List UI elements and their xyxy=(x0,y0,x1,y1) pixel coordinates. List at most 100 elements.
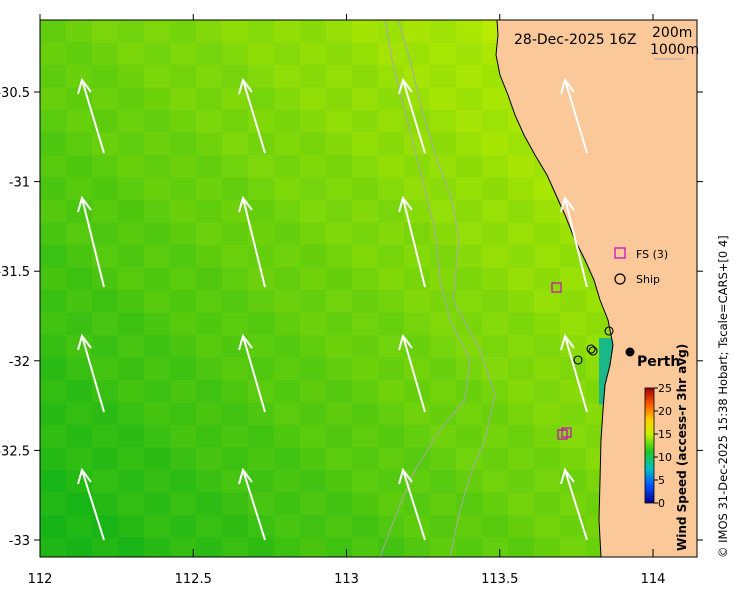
wind-grid-cell xyxy=(144,200,171,224)
wind-grid-cell xyxy=(508,357,535,381)
wind-grid-cell xyxy=(66,425,93,449)
wind-grid-cell xyxy=(430,222,457,246)
wind-grid-cell xyxy=(196,515,223,539)
y-tick-label: -31.5 xyxy=(0,265,30,280)
wind-grid-cell xyxy=(534,470,561,494)
wind-grid-cell xyxy=(326,177,353,201)
wind-grid-cell xyxy=(170,200,197,224)
wind-grid-cell xyxy=(300,20,327,44)
wind-grid-cell xyxy=(196,222,223,246)
wind-grid-cell xyxy=(456,470,483,494)
wind-grid-cell xyxy=(40,312,67,336)
wind-grid-cell xyxy=(482,200,509,224)
wind-grid-cell xyxy=(378,402,405,426)
wind-grid-cell xyxy=(196,357,223,381)
wind-grid-cell xyxy=(352,402,379,426)
colorbar-tick-label: 10 xyxy=(658,451,672,464)
wind-arrow-head xyxy=(398,195,413,213)
wind-grid-cell xyxy=(248,87,275,111)
wind-grid-cell xyxy=(92,357,119,381)
wind-grid-cell xyxy=(222,537,249,557)
fs-marker xyxy=(551,282,562,293)
wind-grid-cell xyxy=(326,155,353,179)
wind-grid-cell xyxy=(300,132,327,156)
wind-grid-cell xyxy=(378,222,405,246)
wind-grid-cell xyxy=(352,42,379,66)
wind-grid-cell xyxy=(274,447,301,471)
wind-grid-cell xyxy=(404,312,431,336)
wind-arrow xyxy=(81,79,105,154)
wind-grid-cell xyxy=(326,222,353,246)
wind-grid-cell xyxy=(248,447,275,471)
wind-grid-cell xyxy=(404,380,431,404)
wind-grid-cell xyxy=(300,515,327,539)
wind-grid-cell xyxy=(118,290,145,314)
colorbar-tick-label: 0 xyxy=(658,497,665,510)
wind-grid-cell xyxy=(456,267,483,291)
wind-arrow xyxy=(564,335,588,413)
ship-marker xyxy=(604,326,614,336)
wind-grid-cell xyxy=(40,380,67,404)
wind-grid-cell xyxy=(352,290,379,314)
wind-grid-cell xyxy=(66,20,93,44)
wind-arrow-head xyxy=(238,195,253,213)
wind-grid-cell xyxy=(92,267,119,291)
wind-grid-cell xyxy=(118,222,145,246)
wind-grid-cell xyxy=(378,335,405,359)
wind-grid-cell xyxy=(118,380,145,404)
wind-grid-cell xyxy=(508,447,535,471)
wind-grid-cell xyxy=(404,402,431,426)
wind-grid-cell xyxy=(378,357,405,381)
wind-grid-cell xyxy=(326,200,353,224)
wind-grid-cell xyxy=(508,312,535,336)
wind-grid-cell xyxy=(300,155,327,179)
wind-grid-cell xyxy=(248,290,275,314)
wind-grid-cell xyxy=(196,312,223,336)
wind-grid-cell xyxy=(118,312,145,336)
fs-legend-label: FS (3) xyxy=(636,248,668,261)
wind-grid-cell xyxy=(456,402,483,426)
wind-grid-cell xyxy=(66,290,93,314)
wind-grid-cell xyxy=(274,200,301,224)
colorbar-tick-label: 25 xyxy=(658,382,672,395)
wind-grid-cell xyxy=(222,312,249,336)
wind-arrow-head xyxy=(560,467,575,485)
wind-grid-cell xyxy=(196,402,223,426)
wind-grid-cell xyxy=(170,110,197,134)
wind-grid-cell xyxy=(248,402,275,426)
wind-grid-cell xyxy=(508,380,535,404)
wind-grid-cell xyxy=(300,312,327,336)
wind-grid-cell xyxy=(40,155,67,179)
wind-grid-cell xyxy=(196,380,223,404)
wind-grid-cell xyxy=(482,380,509,404)
wind-grid-cell xyxy=(300,200,327,224)
wind-grid-cell xyxy=(92,177,119,201)
wind-grid-cell xyxy=(482,87,509,111)
wind-grid-cell xyxy=(222,290,249,314)
wind-grid-cell xyxy=(456,110,483,134)
wind-grid-cell xyxy=(456,515,483,539)
wind-grid-cell xyxy=(40,222,67,246)
wind-grid-cell xyxy=(274,132,301,156)
wind-grid-cell xyxy=(170,87,197,111)
wind-grid-cell xyxy=(560,537,587,557)
wind-grid-cell xyxy=(274,290,301,314)
wind-grid-cell xyxy=(352,357,379,381)
wind-arrow xyxy=(564,197,588,288)
wind-grid-cell xyxy=(326,42,353,66)
wind-grid-cell xyxy=(404,222,431,246)
wind-grid-cell xyxy=(92,335,119,359)
x-tick-label: 113 xyxy=(334,572,359,587)
wind-grid-cell xyxy=(66,200,93,224)
colorbar-tick-label: 20 xyxy=(658,405,672,418)
wind-grid-cell xyxy=(40,447,67,471)
wind-grid-cell xyxy=(248,42,275,66)
wind-grid-cell xyxy=(482,470,509,494)
wind-grid-cell xyxy=(352,380,379,404)
wind-grid-cell xyxy=(222,425,249,449)
wind-grid-cell xyxy=(92,492,119,516)
isobath-1000m xyxy=(379,20,471,557)
wind-grid-cell xyxy=(144,357,171,381)
wind-grid-cell xyxy=(274,110,301,134)
